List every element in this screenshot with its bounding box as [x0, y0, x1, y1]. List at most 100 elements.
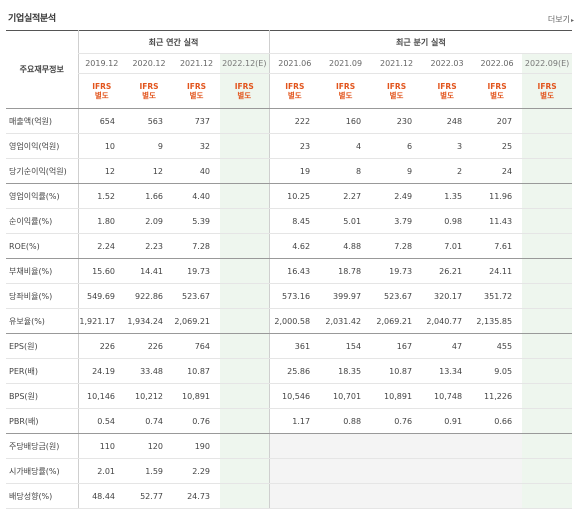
value-cell: 361 [268, 333, 321, 359]
quarter-group-header: 최근 분기 실적 [268, 30, 573, 54]
value-cell [220, 333, 270, 359]
value-cell [220, 308, 270, 334]
value-cell: 2,069.21 [371, 308, 423, 334]
period-header[interactable]: 2022.06 [472, 53, 523, 74]
value-cell: 48.44 [77, 483, 125, 509]
value-cell: 523.67 [371, 283, 423, 309]
table-row: PBR(배) 0.54 0.74 0.76 1.17 0.88 0.76 0.91 0.66 [6, 408, 573, 434]
value-cell: 523.67 [173, 283, 220, 309]
value-cell: 7.61 [472, 233, 523, 259]
value-cell: 1.59 [125, 458, 173, 484]
period-header[interactable]: 2022.12(E) [220, 53, 270, 74]
value-cell [220, 258, 270, 284]
ifrs-type-label: 별도 [490, 91, 504, 100]
value-cell [220, 358, 270, 384]
value-cell: 15.60 [77, 258, 125, 284]
value-cell: 0.88 [320, 408, 372, 434]
value-cell: 8 [320, 158, 372, 184]
value-cell [522, 283, 573, 309]
annual-group-header: 최근 연간 실적 [77, 30, 270, 54]
period-header[interactable]: 2021.12 [173, 53, 220, 74]
value-cell [522, 383, 573, 409]
value-cell: 764 [173, 333, 220, 359]
ifrs-label: IFRS [336, 82, 356, 91]
period-header[interactable]: 2022.03 [422, 53, 473, 74]
value-cell [371, 433, 423, 459]
value-cell: 4.62 [268, 233, 321, 259]
value-cell: 2,069.21 [173, 308, 220, 334]
ifrs-type-label: 별도 [94, 91, 109, 100]
value-cell: 167 [371, 333, 423, 359]
table-row: 매출액(억원) 654 563 737 222 160 230 248 207 [6, 108, 573, 134]
financial-table: 주요재무정보 최근 연간 실적 최근 분기 실적 2019.12 2020.12 2021… [6, 30, 573, 509]
value-cell: 2.27 [320, 183, 372, 209]
value-cell: 11.96 [472, 183, 523, 209]
value-cell: 10,701 [320, 383, 372, 409]
period-header[interactable]: 2021.06 [268, 53, 321, 74]
metric-label: 시가배당률(%) [6, 458, 78, 484]
ifrs-label: IFRS [92, 82, 112, 91]
ifrs-type-label: 별도 [540, 91, 554, 100]
value-cell: 320.17 [422, 283, 473, 309]
value-cell [371, 483, 423, 509]
value-cell [422, 433, 473, 459]
value-cell [472, 458, 523, 484]
value-cell [522, 233, 573, 259]
value-cell [522, 208, 573, 234]
value-cell [522, 308, 573, 334]
ifrs-label: IFRS [487, 82, 507, 91]
table-row: 유보율(%) 1,921.17 1,934.24 2,069.21 2,000.58 2,… [6, 308, 573, 334]
ifrs-type-label: 별도 [237, 91, 252, 100]
value-cell: 10 [77, 133, 125, 159]
value-cell: 18.78 [320, 258, 372, 284]
metric-label: 부채비율(%) [6, 258, 78, 284]
period-header[interactable]: 2020.12 [125, 53, 173, 74]
value-cell [320, 458, 372, 484]
value-cell: 2.23 [125, 233, 173, 259]
period-header[interactable]: 2021.12 [371, 53, 423, 74]
table-row: 순이익률(%) 1.80 2.09 5.39 8.45 5.01 3.79 0.98 11.43 [6, 208, 573, 234]
metric-label: PBR(배) [6, 408, 78, 434]
value-cell: 2 [422, 158, 473, 184]
value-cell: 5.39 [173, 208, 220, 234]
value-cell [522, 108, 573, 134]
value-cell: 0.66 [472, 408, 523, 434]
value-cell: 1.17 [268, 408, 321, 434]
value-cell: 0.54 [77, 408, 125, 434]
value-cell: 399.97 [320, 283, 372, 309]
value-cell: 922.86 [125, 283, 173, 309]
metric-label: PER(배) [6, 358, 78, 384]
value-cell: 25 [472, 133, 523, 159]
value-cell [371, 458, 423, 484]
value-cell: 1.66 [125, 183, 173, 209]
value-cell [220, 133, 270, 159]
ifrs-label: IFRS [387, 82, 407, 91]
ifrs-type-label: 별도 [142, 91, 156, 100]
accounting-standard-cell: IFRS 별도 [220, 73, 270, 109]
value-cell: 11.43 [472, 208, 523, 234]
accounting-standard-cell: IFRS 별도 [125, 73, 173, 109]
value-cell [220, 233, 270, 259]
section-title: 기업실적분석 [8, 14, 56, 24]
value-cell: 573.16 [268, 283, 321, 309]
value-cell: 10,146 [77, 383, 125, 409]
accounting-standard-cell: IFRS 별도 [320, 73, 372, 109]
value-cell: 13.34 [422, 358, 473, 384]
value-cell: 222 [268, 108, 321, 134]
value-cell: 9 [371, 158, 423, 184]
value-cell: 10,748 [422, 383, 473, 409]
metric-label: 당좌비율(%) [6, 283, 78, 309]
period-header[interactable]: 2022.09(E) [522, 53, 573, 74]
value-cell: 12 [77, 158, 125, 184]
period-header[interactable]: 2021.09 [320, 53, 372, 74]
period-header[interactable]: 2019.12 [77, 53, 125, 74]
value-cell [220, 158, 270, 184]
value-cell: 25.86 [268, 358, 321, 384]
value-cell: 0.76 [173, 408, 220, 434]
value-cell: 563 [125, 108, 173, 134]
more-link[interactable]: 더보기▸ [548, 14, 574, 25]
value-cell [522, 433, 573, 459]
table-row: BPS(원) 10,146 10,212 10,891 10,546 10,701 10,8… [6, 383, 573, 409]
value-cell: 154 [320, 333, 372, 359]
value-cell: 33.48 [125, 358, 173, 384]
